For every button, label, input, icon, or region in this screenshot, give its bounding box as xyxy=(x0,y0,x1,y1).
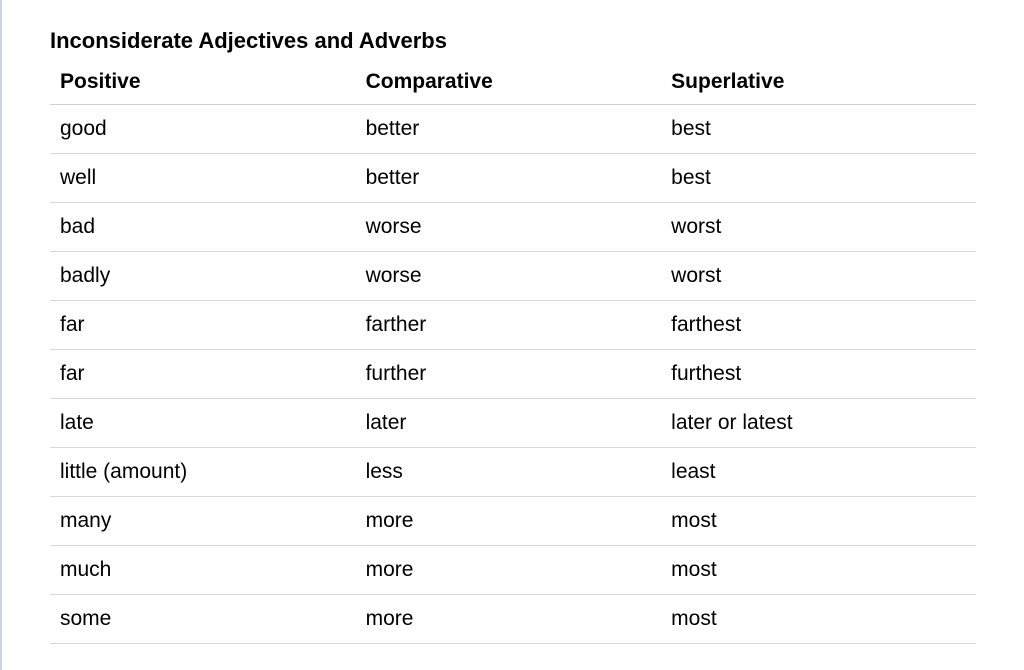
cell-superlative: farthest xyxy=(661,301,976,350)
cell-positive: far xyxy=(50,350,356,399)
cell-comparative: more xyxy=(356,546,662,595)
column-header-comparative: Comparative xyxy=(356,64,662,105)
cell-positive: many xyxy=(50,497,356,546)
cell-superlative: best xyxy=(661,154,976,203)
cell-comparative: farther xyxy=(356,301,662,350)
table-row: badly worse worst xyxy=(50,252,976,301)
column-header-superlative: Superlative xyxy=(661,64,976,105)
table-row: many more most xyxy=(50,497,976,546)
cell-comparative: later xyxy=(356,399,662,448)
table-row: late later later or latest xyxy=(50,399,976,448)
table-row: well better best xyxy=(50,154,976,203)
table-row: much more most xyxy=(50,546,976,595)
cell-superlative: later or latest xyxy=(661,399,976,448)
cell-superlative: worst xyxy=(661,203,976,252)
cell-comparative: better xyxy=(356,154,662,203)
cell-positive: bad xyxy=(50,203,356,252)
cell-comparative: better xyxy=(356,105,662,154)
table-row: little (amount) less least xyxy=(50,448,976,497)
column-header-positive: Positive xyxy=(50,64,356,105)
cell-positive: some xyxy=(50,595,356,644)
cell-comparative: more xyxy=(356,595,662,644)
table-header-row: Positive Comparative Superlative xyxy=(50,64,976,105)
cell-positive: far xyxy=(50,301,356,350)
cell-superlative: least xyxy=(661,448,976,497)
cell-positive: late xyxy=(50,399,356,448)
table-row: far further furthest xyxy=(50,350,976,399)
table-row: far farther farthest xyxy=(50,301,976,350)
adjectives-table: Positive Comparative Superlative good be… xyxy=(50,64,976,644)
table-title: Inconsiderate Adjectives and Adverbs xyxy=(50,28,976,54)
cell-positive: good xyxy=(50,105,356,154)
cell-positive: well xyxy=(50,154,356,203)
cell-comparative: more xyxy=(356,497,662,546)
table-row: good better best xyxy=(50,105,976,154)
cell-superlative: most xyxy=(661,546,976,595)
cell-superlative: most xyxy=(661,497,976,546)
cell-superlative: furthest xyxy=(661,350,976,399)
cell-comparative: less xyxy=(356,448,662,497)
cell-comparative: further xyxy=(356,350,662,399)
cell-comparative: worse xyxy=(356,252,662,301)
cell-superlative: most xyxy=(661,595,976,644)
table-row: bad worse worst xyxy=(50,203,976,252)
cell-positive: badly xyxy=(50,252,356,301)
cell-superlative: worst xyxy=(661,252,976,301)
table-body: good better best well better best bad wo… xyxy=(50,105,976,644)
cell-positive: much xyxy=(50,546,356,595)
table-container: Inconsiderate Adjectives and Adverbs Pos… xyxy=(2,0,1024,644)
table-row: some more most xyxy=(50,595,976,644)
cell-superlative: best xyxy=(661,105,976,154)
cell-positive: little (amount) xyxy=(50,448,356,497)
cell-comparative: worse xyxy=(356,203,662,252)
